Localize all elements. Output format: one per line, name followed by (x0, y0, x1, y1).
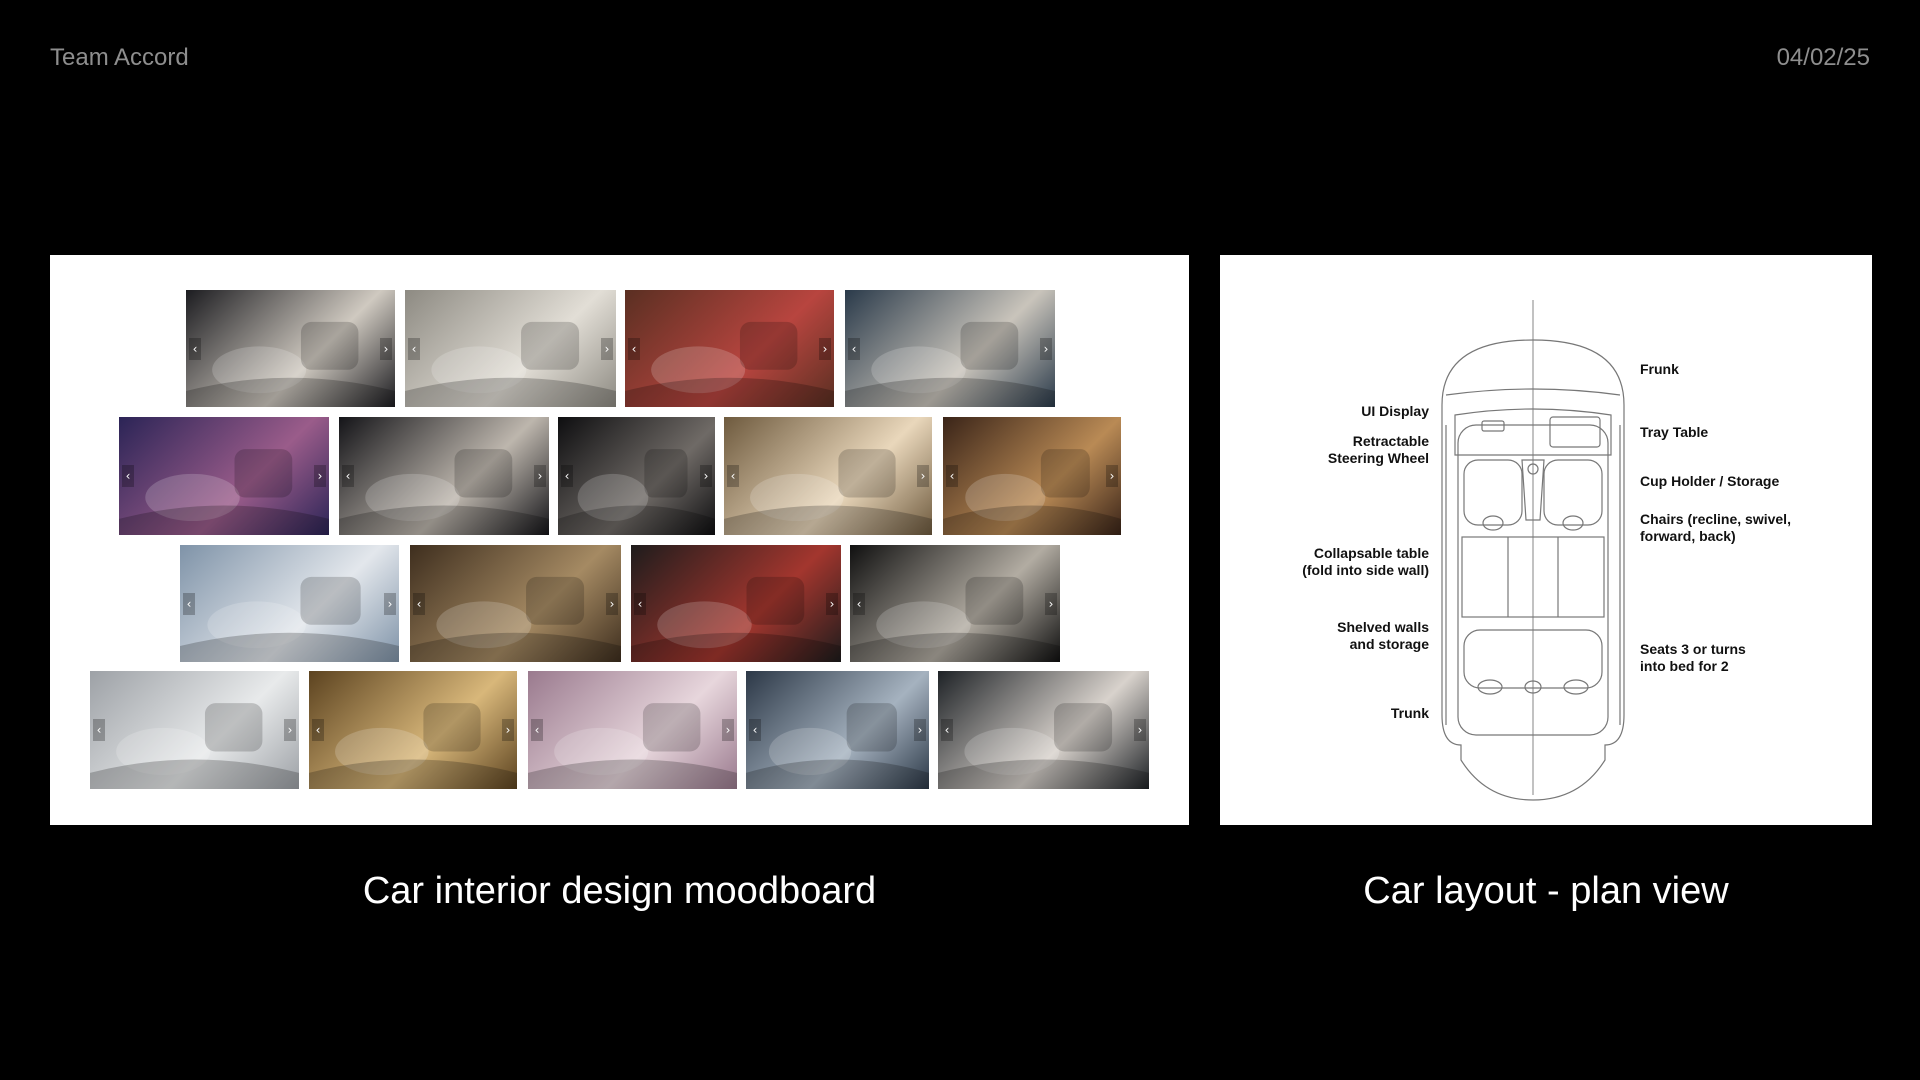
moodboard-image-pink-seats[interactable]: ‹ › (528, 671, 737, 789)
plan-view-panel: UI Display Retractable Steering Wheel Co… (1220, 255, 1872, 825)
moodboard-image-city-lounge-couple[interactable]: ‹ › (845, 290, 1055, 407)
moodboard-image-dark-cabin-seats[interactable]: ‹ › (558, 417, 715, 535)
label-frunk: Frunk (1640, 361, 1679, 377)
chevron-right-icon[interactable]: › (380, 337, 392, 360)
chevron-right-icon[interactable]: › (1040, 337, 1052, 360)
moodboard-image-jet-cabin-beige[interactable]: ‹ › (724, 417, 932, 535)
label-ui-display: UI Display (1361, 403, 1429, 419)
moodboard-image-red-panel-interior[interactable]: ‹ › (631, 545, 841, 662)
label-collapsable-table: Collapsable table (fold into side wall) (1302, 545, 1429, 578)
chevron-left-icon[interactable]: ‹ (561, 465, 573, 487)
moodboard-image-pod-seat-white[interactable]: ‹ › (186, 290, 395, 407)
plan-caption: Car layout - plan view (1363, 870, 1729, 912)
chevron-left-icon[interactable]: ‹ (946, 465, 958, 487)
chevron-left-icon[interactable]: ‹ (408, 337, 420, 360)
chevron-right-icon[interactable]: › (914, 719, 926, 741)
label-cup-holder: Cup Holder / Storage (1640, 473, 1780, 489)
chevron-right-icon[interactable]: › (314, 465, 326, 487)
date-label: 04/02/25 (1776, 44, 1870, 71)
chevron-right-icon[interactable]: › (826, 592, 838, 615)
chevron-right-icon[interactable]: › (534, 465, 546, 487)
chevron-left-icon[interactable]: ‹ (727, 465, 739, 487)
chevron-left-icon[interactable]: ‹ (122, 465, 134, 487)
chevron-right-icon[interactable]: › (284, 719, 296, 741)
label-seats: Seats 3 or turns into bed for 2 (1640, 641, 1746, 674)
chevron-left-icon[interactable]: ‹ (853, 592, 865, 615)
chevron-right-icon[interactable]: › (384, 592, 396, 615)
label-trunk: Trunk (1390, 705, 1429, 721)
chevron-right-icon[interactable]: › (819, 337, 831, 360)
chevron-right-icon[interactable]: › (1134, 719, 1146, 741)
label-chairs: Chairs (recline, swivel, forward, back) (1640, 511, 1791, 544)
chevron-left-icon[interactable]: ‹ (634, 592, 646, 615)
moodboard-image-champagne-table[interactable]: ‹ › (850, 545, 1060, 662)
chevron-left-icon[interactable]: ‹ (312, 719, 324, 741)
chevron-left-icon[interactable]: ‹ (189, 337, 201, 360)
label-steering-wheel: Retractable Steering Wheel (1327, 433, 1429, 466)
chevron-right-icon[interactable]: › (502, 719, 514, 741)
label-tray-table: Tray Table (1640, 424, 1709, 440)
chevron-left-icon[interactable]: ‹ (941, 719, 953, 741)
chevron-left-icon[interactable]: ‹ (342, 465, 354, 487)
chevron-right-icon[interactable]: › (700, 465, 712, 487)
moodboard-image-bed-pillow[interactable]: ‹ › (938, 671, 1149, 789)
moodboard-image-jet-cabin-lounge[interactable]: ‹ › (943, 417, 1121, 535)
chevron-left-icon[interactable]: ‹ (93, 719, 105, 741)
moodboard-image-red-concept-car[interactable]: ‹ › (625, 290, 834, 407)
chevron-left-icon[interactable]: ‹ (183, 592, 195, 615)
chevron-right-icon[interactable]: › (606, 592, 618, 615)
car-plan-sketch (1441, 300, 1625, 801)
chevron-left-icon[interactable]: ‹ (628, 337, 640, 360)
moodboard-image-pod-seat-dark[interactable]: ‹ › (339, 417, 549, 535)
chevron-left-icon[interactable]: ‹ (531, 719, 543, 741)
chevron-left-icon[interactable]: ‹ (848, 337, 860, 360)
moodboard-image-purple-glass-car[interactable]: ‹ › (119, 417, 329, 535)
team-name: Team Accord (50, 44, 189, 71)
moodboard-image-gold-jet-interior[interactable]: ‹ › (309, 671, 517, 789)
chevron-right-icon[interactable]: › (1045, 592, 1057, 615)
chevron-right-icon[interactable]: › (601, 337, 613, 360)
moodboard-image-blue-jet-cabin[interactable]: ‹ › (746, 671, 929, 789)
moodboard-image-wood-dashboard[interactable]: ‹ › (410, 545, 621, 662)
moodboard-image-silver-concept-car[interactable]: ‹ › (180, 545, 399, 662)
chevron-left-icon[interactable]: ‹ (749, 719, 761, 741)
chevron-left-icon[interactable]: ‹ (413, 592, 425, 615)
chevron-right-icon[interactable]: › (1106, 465, 1118, 487)
moodboard-caption: Car interior design moodboard (362, 870, 877, 912)
moodboard-image-business-meeting[interactable]: ‹ › (90, 671, 299, 789)
chevron-right-icon[interactable]: › (917, 465, 929, 487)
chevron-right-icon[interactable]: › (722, 719, 734, 741)
moodboard-panel: ‹ › ‹ › ‹ › ‹ › ‹ › ‹ › ‹ › ‹ › ‹ › ‹ › ‹ › ‹ › ‹ › ‹ › ‹ › ‹ › ‹ › ‹ › (50, 255, 1189, 825)
moodboard-image-lounge-woman-table[interactable]: ‹ › (405, 290, 616, 407)
label-shelved-walls: Shelved walls and storage (1337, 619, 1429, 652)
